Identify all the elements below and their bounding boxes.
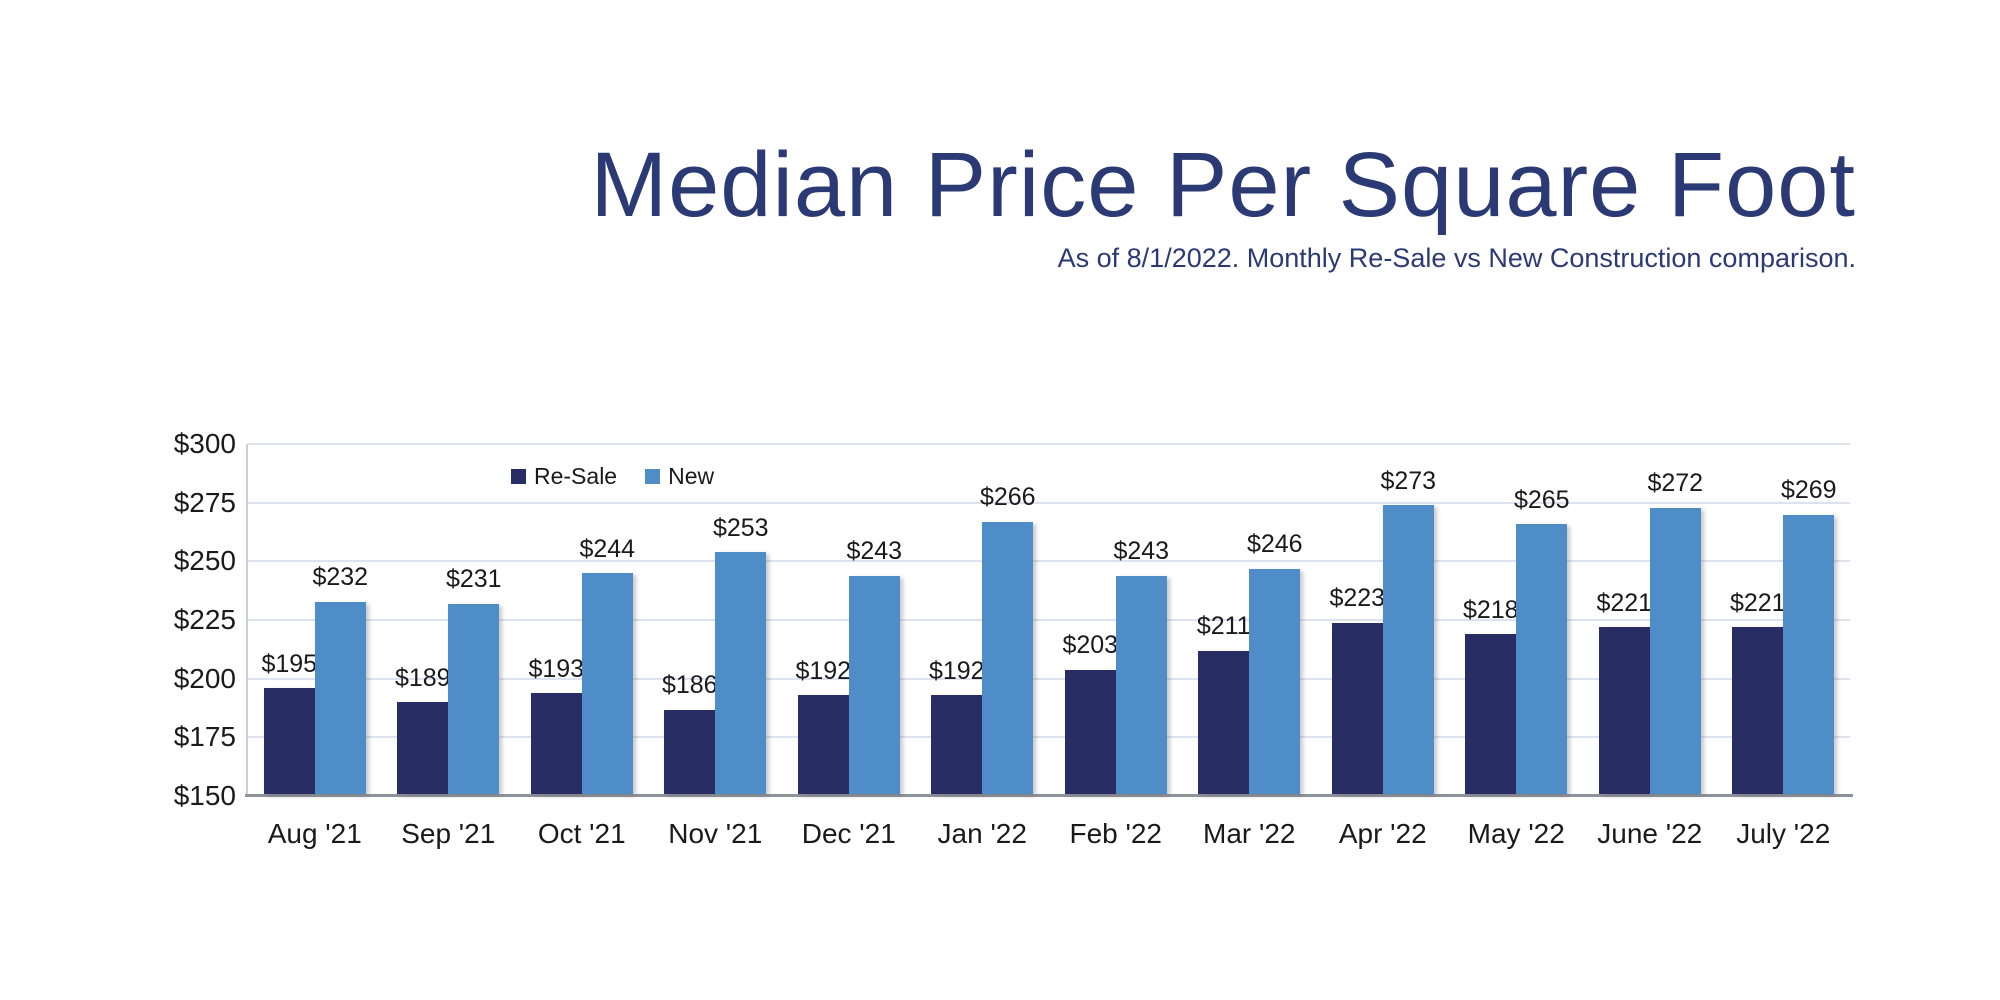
bar-new-jan-22	[982, 521, 1034, 794]
bar-value-re-sale-may-22: $218	[1462, 595, 1519, 624]
x-tick-dec-21: Dec '21	[801, 818, 896, 849]
bar-value-new-jan-22: $266	[979, 483, 1036, 512]
bar-re-sale-oct-21	[530, 693, 582, 794]
x-tick-feb-22: Feb '22	[1069, 818, 1163, 849]
gridline	[248, 560, 1850, 563]
bar-new-oct-21	[581, 573, 633, 794]
plot-area: $195 $232 $189 $231 $193 $244 $186 $253 $192 $243…	[245, 443, 1853, 797]
bar-value-re-sale-jan-22: $192	[928, 656, 985, 685]
bar-re-sale-june-22	[1598, 627, 1650, 794]
bar-new-june-22	[1649, 507, 1701, 794]
x-tick-oct-21: Oct '21	[537, 818, 626, 849]
bar-value-new-mar-22: $246	[1246, 530, 1303, 559]
bar-re-sale-may-22	[1465, 634, 1517, 794]
bar-value-re-sale-dec-21: $192	[795, 656, 852, 685]
chart-title: Median Price Per Square Foot	[590, 134, 1856, 236]
bar-re-sale-july-22	[1732, 627, 1784, 794]
bar-new-mar-22	[1249, 568, 1301, 794]
y-tick-175: $175	[173, 721, 236, 753]
legend-item-re-sale: Re-Sale	[511, 463, 617, 490]
y-tick-150: $150	[173, 780, 236, 811]
y-tick-200: $200	[173, 662, 236, 694]
bar-value-re-sale-feb-22: $203	[1062, 631, 1119, 660]
bar-new-apr-22	[1382, 505, 1434, 794]
x-tick-nov-21: Nov '21	[668, 818, 763, 849]
legend-label-new: New	[668, 463, 715, 489]
chart-header: Median Price Per Square Foot As of 8/1/2…	[590, 134, 1856, 274]
bar-re-sale-sep-21	[397, 702, 449, 794]
y-tick-275: $275	[173, 486, 236, 518]
y-tick-250: $250	[173, 545, 236, 577]
bar-value-re-sale-july-22: $221	[1729, 588, 1786, 617]
chart-subtitle: As of 8/1/2022. Monthly Re-Sale vs New C…	[1057, 242, 1856, 273]
bar-re-sale-aug-21	[263, 688, 315, 794]
legend-swatch-new	[645, 469, 661, 484]
bar-new-feb-22	[1115, 575, 1167, 794]
legend-item-new: New	[645, 463, 714, 490]
gridline	[248, 619, 1850, 621]
bar-re-sale-jan-22	[931, 695, 983, 794]
bar-re-sale-apr-22	[1331, 622, 1383, 794]
bar-re-sale-feb-22	[1064, 669, 1116, 794]
x-tick-july-22: July '22	[1736, 818, 1831, 849]
bar-value-new-feb-22: $243	[1113, 537, 1170, 566]
bar-value-re-sale-nov-21: $186	[661, 671, 718, 700]
bar-value-new-june-22: $272	[1647, 469, 1704, 498]
bar-value-re-sale-sep-21: $189	[394, 663, 451, 692]
bar-value-re-sale-oct-21: $193	[528, 654, 585, 683]
gridline	[248, 736, 1850, 739]
bar-new-dec-21	[848, 575, 900, 794]
bar-value-new-sep-21: $231	[445, 565, 502, 594]
legend: Re-Sale New	[511, 463, 714, 490]
bar-new-aug-21	[314, 601, 366, 794]
x-tick-june-22: June '22	[1597, 818, 1703, 849]
x-tick-aug-21: Aug '21	[267, 818, 362, 849]
bar-value-new-apr-22: $273	[1380, 466, 1437, 495]
x-tick-mar-22: Mar '22	[1203, 818, 1296, 849]
bar-new-nov-21	[715, 552, 767, 794]
bar-value-re-sale-apr-22: $223	[1329, 584, 1386, 613]
x-axis-line	[245, 794, 1853, 797]
x-tick-sep-21: Sep '21	[401, 818, 496, 849]
gridline	[248, 677, 1850, 680]
bar-new-july-22	[1783, 514, 1835, 794]
legend-swatch-re-sale	[511, 469, 526, 484]
gridline	[248, 443, 1850, 445]
legend-label-re-sale: Re-Sale	[534, 463, 618, 489]
bar-value-new-dec-21: $243	[846, 537, 903, 566]
bar-value-new-nov-21: $253	[712, 513, 769, 542]
bar-value-re-sale-june-22: $221	[1596, 588, 1653, 617]
x-tick-apr-22: Apr '22	[1338, 818, 1427, 849]
bar-re-sale-mar-22	[1198, 650, 1250, 794]
bar-new-may-22	[1516, 524, 1568, 794]
bar-value-new-july-22: $269	[1780, 476, 1837, 505]
bar-value-new-oct-21: $244	[579, 534, 636, 563]
x-tick-jan-22: Jan '22	[937, 818, 1027, 849]
bar-value-new-aug-21: $232	[312, 563, 369, 592]
x-tick-may-22: May '22	[1467, 818, 1565, 849]
y-axis-line	[246, 444, 248, 796]
bar-re-sale-nov-21	[664, 709, 716, 794]
bar-value-re-sale-aug-21: $195	[261, 649, 318, 678]
bar-value-re-sale-mar-22: $211	[1196, 612, 1251, 641]
bar-re-sale-dec-21	[797, 695, 849, 794]
gridline	[248, 501, 1850, 504]
y-tick-300: $300	[173, 428, 236, 459]
y-tick-225: $225	[173, 604, 236, 635]
bar-value-new-may-22: $265	[1513, 485, 1570, 514]
bar-new-sep-21	[448, 603, 500, 794]
